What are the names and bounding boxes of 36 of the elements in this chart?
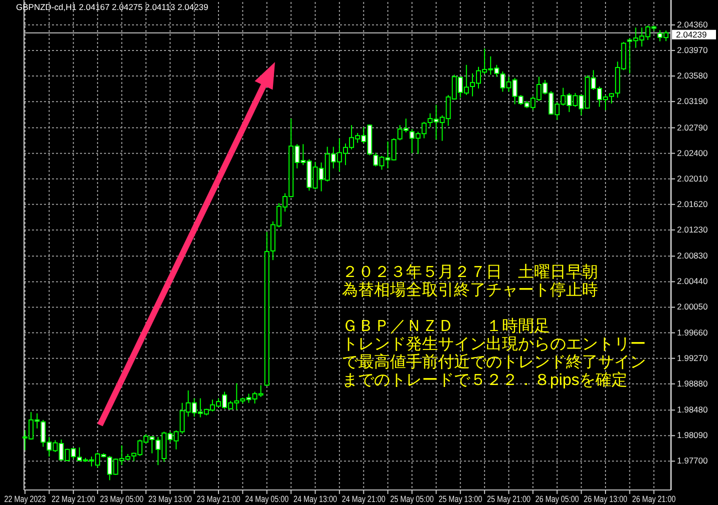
annotation: ＧＢＰ／ＮＺＤ １時間足 bbox=[342, 317, 550, 335]
y-tick-label: 2.02400 bbox=[677, 148, 708, 158]
y-tick-label: 2.03970 bbox=[677, 44, 708, 55]
y-tick-label: 2.00440 bbox=[677, 276, 708, 286]
x-tick-label: 23 May 21:00 bbox=[196, 494, 241, 504]
x-tick-label: 23 May 05:00 bbox=[100, 494, 144, 504]
annotation: ２０２３年５月２７日 土曜日早朝 bbox=[342, 263, 598, 281]
y-tick-label: 1.99270 bbox=[677, 352, 708, 363]
y-tick-label: 1.99660 bbox=[677, 327, 708, 338]
y-tick-label: 2.02790 bbox=[677, 122, 708, 132]
y-tick-label: 2.04360 bbox=[677, 19, 708, 30]
x-tick-label: 24 May 05:00 bbox=[245, 494, 290, 504]
ref-line-label: 2.04239 bbox=[676, 29, 707, 40]
y-tick-label: 1.98090 bbox=[677, 430, 708, 440]
y-tick-label: 2.01620 bbox=[677, 198, 708, 209]
x-tick-label: 25 May 05:00 bbox=[390, 494, 434, 504]
y-tick-label: 2.03190 bbox=[677, 96, 708, 106]
annotation: 為替相場全取引終了チャート停止時 bbox=[342, 281, 598, 299]
y-tick-label: 2.01230 bbox=[677, 224, 708, 234]
x-tick-label: 23 May 13:00 bbox=[148, 494, 192, 504]
x-tick-label: 22 May 2023 bbox=[4, 494, 46, 504]
x-tick-label: 25 May 13:00 bbox=[438, 494, 483, 504]
y-tick-label: 1.98480 bbox=[677, 404, 708, 415]
x-tick-label: 24 May 21:00 bbox=[342, 494, 386, 504]
x-tick-label: 25 May 21:00 bbox=[487, 494, 531, 504]
y-tick-label: 2.03580 bbox=[677, 70, 708, 81]
y-tick-label: 1.98880 bbox=[677, 378, 708, 388]
y-tick-label: 1.97700 bbox=[677, 456, 708, 466]
x-tick-label: 26 May 13:00 bbox=[584, 494, 628, 504]
x-tick-label: 22 May 21:00 bbox=[52, 494, 96, 504]
x-tick-label: 26 May 05:00 bbox=[535, 494, 580, 504]
y-tick-label: 2.00830 bbox=[677, 250, 708, 261]
x-tick-label: 26 May 21:00 bbox=[632, 494, 676, 504]
y-tick-label: 2.00050 bbox=[677, 302, 708, 312]
y-tick-label: 2.02010 bbox=[677, 173, 708, 184]
x-tick-label: 24 May 13:00 bbox=[294, 494, 338, 504]
